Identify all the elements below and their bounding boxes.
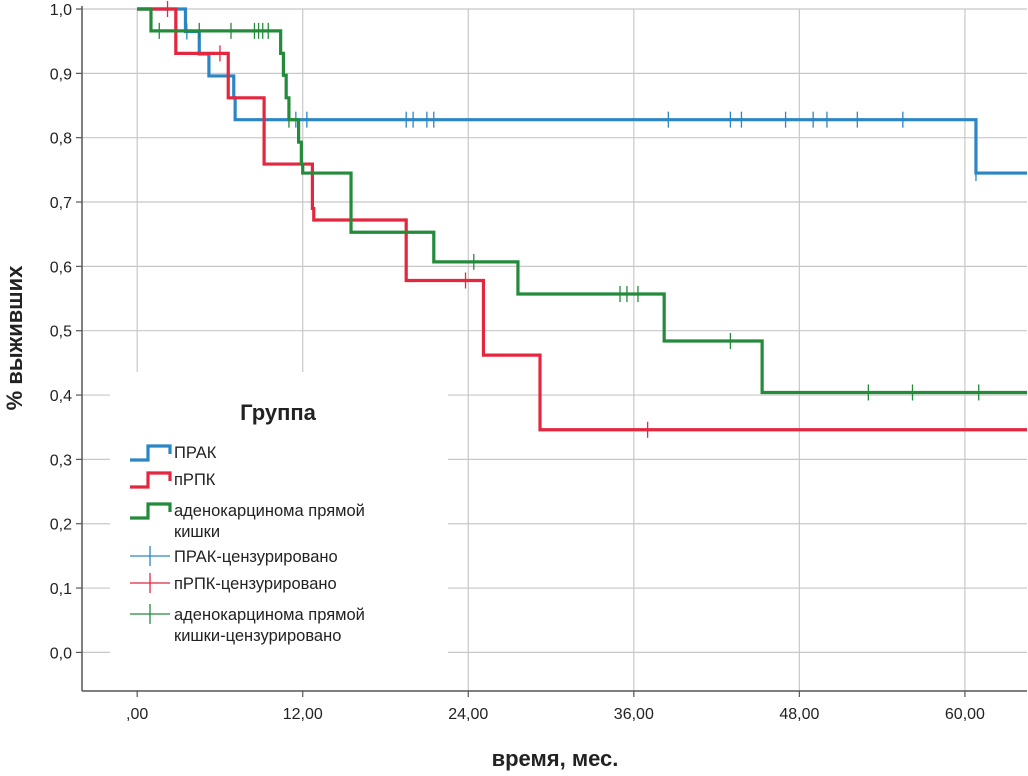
series-3 [137, 7, 1027, 401]
y-tick-label: 0,8 [50, 131, 72, 148]
legend-entry: аденокарцинома прямой кишки [130, 502, 365, 541]
y-tick-label: 0,0 [50, 645, 72, 662]
series-layer [137, 1, 1027, 438]
survival-curve [137, 7, 1027, 432]
legend-label: ПРАК-цензурировано [174, 548, 338, 566]
x-tick-label: ,00 [126, 706, 148, 723]
x-tick-label: 60,00 [945, 706, 985, 723]
legend-title: Группа [240, 400, 317, 425]
legend-label: аденокарцинома прямой [174, 606, 365, 624]
x-tick-label: 24,00 [448, 706, 488, 723]
x-tick-label: 12,00 [283, 706, 323, 723]
x-tick-label: 48,00 [779, 706, 819, 723]
y-tick-label: 0,6 [50, 259, 72, 276]
legend-entry: пРПК-цензурировано [130, 573, 337, 593]
survival-curve [137, 7, 1027, 395]
legend-label: кишки-цензурировано [174, 627, 341, 645]
legend-entry: ПРАК [130, 444, 217, 462]
legend-label: аденокарцинома прямой [174, 502, 365, 520]
legend-label: кишки [174, 523, 220, 541]
y-tick-label: 0,5 [50, 324, 72, 341]
legend-label: ПРАК [174, 444, 217, 462]
y-tick-label: 0,2 [50, 517, 72, 534]
legend-label: пРПК [174, 471, 216, 489]
y-tick-label: 0,1 [50, 581, 72, 598]
legend-swatch [130, 471, 172, 489]
y-tick-label: 0,4 [50, 388, 72, 405]
x-tick-label: 36,00 [614, 706, 654, 723]
y-tick-label: 0,7 [50, 195, 72, 212]
legend-swatch [130, 444, 172, 462]
y-tick-label: 1,0 [50, 2, 72, 19]
legend-entry: аденокарцинома прямой кишки-цензурировано [130, 604, 365, 645]
legend-box [110, 372, 448, 690]
y-tick-label: 0,9 [50, 66, 72, 83]
axes: 0,0 0,1 0,2 0,3 0,4 0,5 0,6 0,7 0,8 0,9 1,0 ,00 12,0… [50, 2, 1027, 723]
legend: Группа ПРАК пРПК аденокарцинома прямой кишки… [110, 372, 448, 690]
y-axis-title: % выживших [2, 265, 27, 410]
legend-entry: ПРАК-цензурировано [130, 546, 338, 566]
y-tick-label: 0,3 [50, 452, 72, 469]
legend-label: пРПК-цензурировано [174, 575, 337, 593]
x-axis-title: время, мес. [492, 746, 619, 771]
legend-swatch [130, 502, 172, 520]
legend-entry: пРПК [130, 471, 216, 489]
